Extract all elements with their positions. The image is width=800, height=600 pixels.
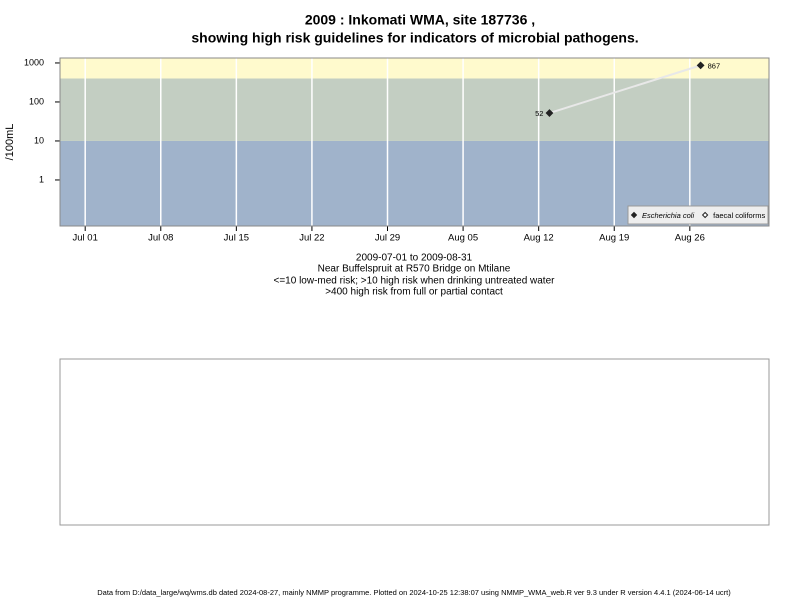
subtitle: >400 high risk from full or partial cont…	[325, 287, 503, 298]
x-tick-label: Jul 15	[224, 233, 249, 244]
x-tick-label: Aug 12	[524, 233, 554, 244]
x-tick-label: Jul 01	[73, 233, 98, 244]
data-label: 867	[708, 61, 721, 70]
footer: Data from D:/data_large/wq/wms.db dated …	[97, 588, 731, 597]
risk-band	[60, 58, 769, 79]
y-tick-label: 1	[39, 174, 44, 184]
risk-band	[60, 78, 769, 141]
subtitle: 2009-07-01 to 2009-08-31	[356, 253, 473, 264]
legend-label: Escherichia coli	[642, 211, 694, 220]
subtitle: <=10 low-med risk; >10 high risk when dr…	[274, 276, 556, 287]
subtitle: Near Buffelspruit at R570 Bridge on Mtil…	[318, 264, 511, 275]
y-tick-label: 10	[34, 135, 44, 145]
x-tick-label: Jul 22	[299, 233, 324, 244]
legend-box	[627, 205, 769, 225]
legend-symbol	[630, 211, 638, 219]
data-point	[696, 61, 705, 70]
y-tick-label: 100	[29, 96, 44, 106]
x-tick-label: Aug 05	[448, 233, 478, 244]
x-tick-label: Aug 26	[675, 233, 705, 244]
x-tick-label: Aug 19	[599, 233, 629, 244]
legend-symbol	[701, 211, 709, 219]
legend-label: faecal coliforms	[713, 211, 765, 220]
y-axis-label: /100mL	[4, 124, 16, 161]
data-label: 52	[535, 109, 543, 118]
chart-title: 2009 : Inkomati WMA, site 187736 ,	[305, 12, 535, 28]
y-tick-label: 1000	[24, 57, 44, 67]
x-tick-label: Jul 29	[375, 233, 400, 244]
series-line	[549, 64, 701, 114]
x-tick-label: Jul 08	[148, 233, 173, 244]
plot-frame	[59, 57, 770, 227]
empty-panel	[59, 358, 770, 526]
data-point	[545, 109, 554, 117]
chart-title: showing high risk guidelines for indicat…	[191, 30, 638, 46]
